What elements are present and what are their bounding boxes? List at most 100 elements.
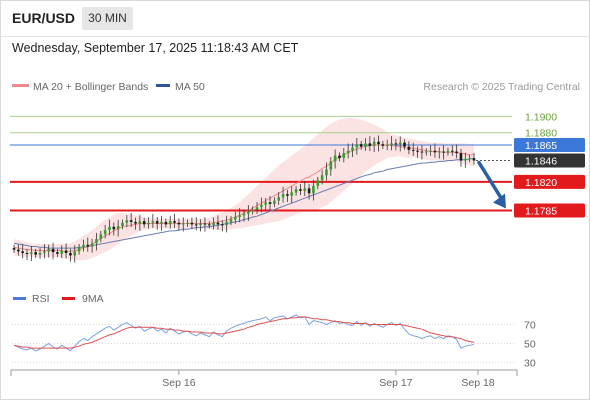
candle-body <box>207 224 211 226</box>
candle <box>125 215 129 227</box>
candle <box>234 211 237 224</box>
candle-body <box>221 224 224 226</box>
timeframe-button[interactable]: 30 MIN <box>82 7 133 30</box>
candle <box>155 216 159 230</box>
candle-body <box>134 221 137 224</box>
candle <box>398 136 402 152</box>
rsi-ma-line <box>13 316 475 349</box>
candle <box>411 142 415 156</box>
candle-body <box>316 180 320 186</box>
candle <box>264 198 267 211</box>
candle <box>43 244 46 259</box>
candle <box>407 141 411 155</box>
candle-body <box>229 219 233 222</box>
candle-body <box>82 244 85 248</box>
candle <box>338 152 341 162</box>
candle-body <box>34 252 37 255</box>
candle <box>455 144 458 159</box>
candle <box>303 181 307 197</box>
candle-body <box>164 221 168 225</box>
candle <box>164 218 168 228</box>
level-label-1.1846: 1.1846 <box>525 156 557 168</box>
forecast-arrow <box>477 160 506 209</box>
candle-body <box>234 217 237 220</box>
x-tick-label-sep-16: Sep 16 <box>162 377 195 389</box>
candle-body <box>260 204 263 208</box>
candle <box>281 186 285 203</box>
candle <box>451 145 454 156</box>
candle <box>433 143 437 158</box>
candle <box>216 215 220 230</box>
candle-body <box>194 224 198 226</box>
candle-body <box>129 220 133 222</box>
candle-body <box>286 194 289 196</box>
candle <box>333 149 337 169</box>
rsi-tick-30: 30 <box>524 357 536 369</box>
candle-body <box>238 215 241 217</box>
candle-body <box>47 248 51 252</box>
candle-body <box>264 202 267 205</box>
candle-body <box>17 249 20 252</box>
level-label-1.1820: 1.1820 <box>525 177 557 189</box>
candle <box>394 139 398 151</box>
candle <box>147 217 150 229</box>
candle-body <box>203 223 207 225</box>
candle-body <box>394 143 398 145</box>
candle-body <box>125 220 129 223</box>
candle-body <box>372 141 376 146</box>
candle <box>429 145 432 156</box>
candle <box>255 201 259 214</box>
candle <box>468 154 471 163</box>
candle-body <box>155 221 159 224</box>
candle <box>30 245 33 262</box>
candle-body <box>320 175 324 181</box>
candle-body <box>212 222 215 226</box>
candle <box>286 189 289 202</box>
candle-body <box>351 147 354 151</box>
chart-datetime: Wednesday, September 17, 2025 11:18:43 A… <box>12 41 299 55</box>
x-axis: Sep 16 Sep 17 Sep 18 <box>10 369 518 389</box>
candle-body <box>95 239 98 244</box>
candle <box>95 232 98 251</box>
candle <box>446 147 450 156</box>
candle-body <box>403 142 406 147</box>
candle-body <box>138 221 142 224</box>
forecast-arrow-head <box>493 193 506 209</box>
candle-body <box>472 158 476 161</box>
candle <box>47 244 51 258</box>
candle <box>247 205 250 221</box>
candle-body <box>294 189 298 193</box>
candle <box>342 147 346 163</box>
candle-body <box>77 247 81 252</box>
x-tick-label-sep-17: Sep 17 <box>379 377 412 389</box>
candle-body <box>216 222 220 225</box>
level-label-1.1900: 1.1900 <box>525 111 557 123</box>
candle-body <box>103 230 107 235</box>
candle <box>129 213 133 228</box>
candle-body <box>290 192 294 196</box>
candle-body <box>251 209 254 212</box>
candle <box>186 219 189 227</box>
candle-body <box>247 211 250 214</box>
candle-body <box>186 222 189 224</box>
ma20-legend-swatch <box>12 84 29 87</box>
candle-body <box>38 253 42 255</box>
candle <box>268 196 272 212</box>
candle-body <box>268 202 272 204</box>
candle-body <box>225 221 228 226</box>
candle-body <box>273 200 276 204</box>
candle <box>225 215 228 233</box>
candle-body <box>177 222 181 225</box>
candle-body <box>173 221 176 223</box>
candle-body <box>312 185 315 194</box>
candle-body <box>385 145 389 146</box>
candle <box>138 214 142 231</box>
candle-body <box>446 150 450 153</box>
candle-body <box>56 252 59 254</box>
candle-body <box>429 150 432 152</box>
candle <box>346 143 350 159</box>
candle <box>229 216 233 226</box>
candle <box>442 145 445 160</box>
candle <box>437 147 441 159</box>
